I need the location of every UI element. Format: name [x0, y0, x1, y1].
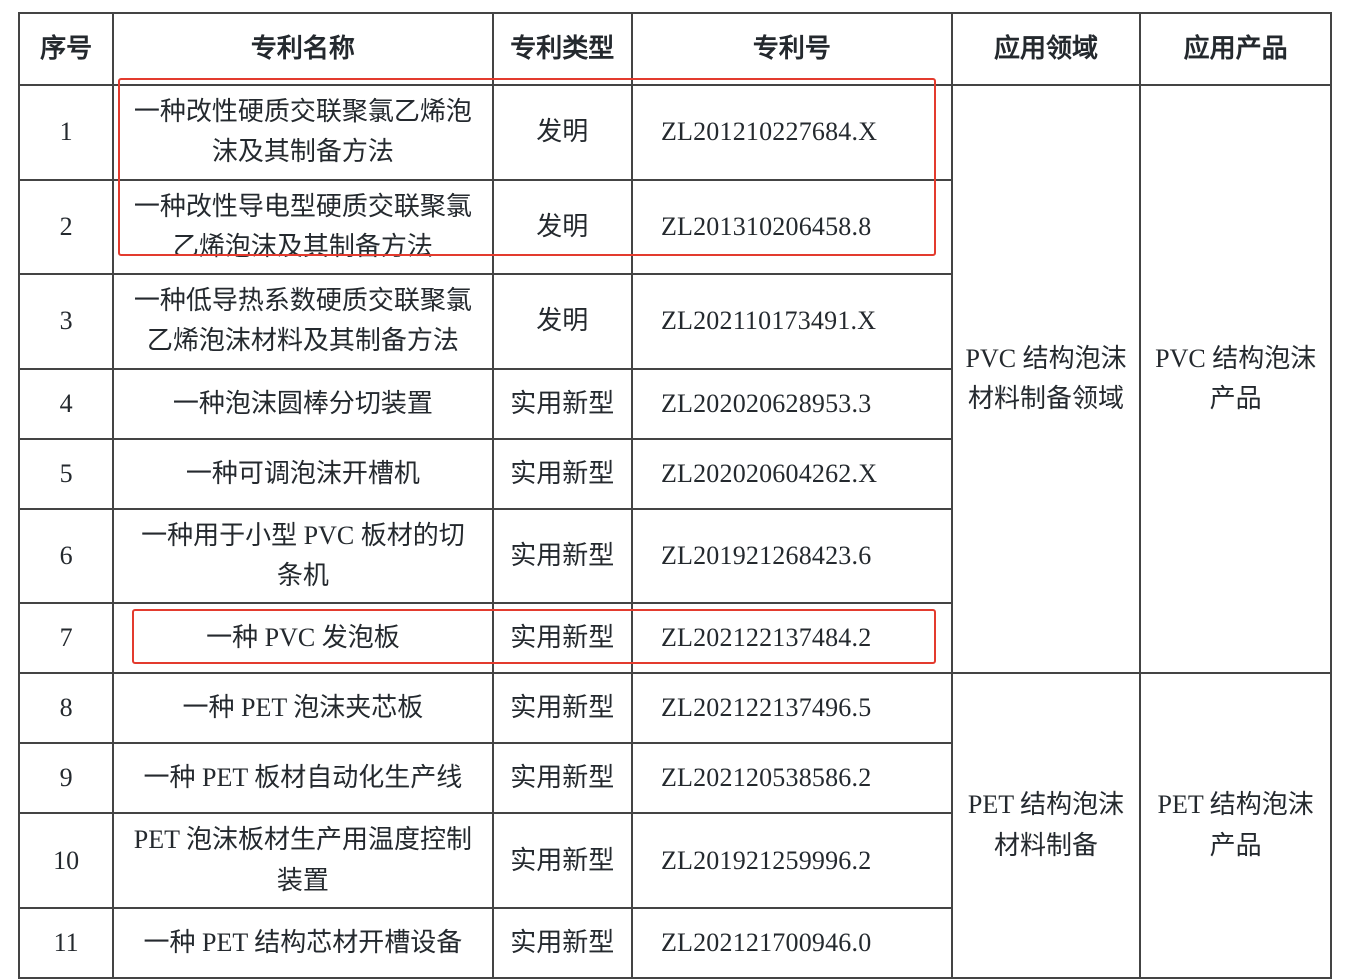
cell-field: PVC 结构泡沫材料制备领域: [952, 85, 1141, 673]
table-row: 8一种 PET 泡沫夹芯板实用新型ZL202122137496.5PET 结构泡…: [19, 673, 1331, 743]
col-pno: 专利号: [632, 13, 952, 85]
col-ptype: 专利类型: [493, 13, 632, 85]
cell-idx: 5: [19, 439, 113, 509]
cell-name: 一种 PET 结构芯材开槽设备: [113, 908, 492, 978]
cell-name: 一种可调泡沫开槽机: [113, 439, 492, 509]
col-field: 应用领域: [952, 13, 1141, 85]
cell-name: 一种泡沫圆棒分切装置: [113, 369, 492, 439]
cell-pno: ZL201921268423.6: [632, 509, 952, 604]
cell-type: 发明: [493, 180, 632, 275]
cell-idx: 9: [19, 743, 113, 813]
table-header-row: 序号专利名称专利类型专利号应用领域应用产品: [19, 13, 1331, 85]
cell-name: 一种 PET 板材自动化生产线: [113, 743, 492, 813]
cell-pno: ZL202122137496.5: [632, 673, 952, 743]
cell-pno: ZL201210227684.X: [632, 85, 952, 180]
table-row: 1一种改性硬质交联聚氯乙烯泡沫及其制备方法发明ZL201210227684.XP…: [19, 85, 1331, 180]
cell-type: 实用新型: [493, 369, 632, 439]
cell-type: 实用新型: [493, 673, 632, 743]
cell-pno: ZL202110173491.X: [632, 274, 952, 369]
cell-pno: ZL202020604262.X: [632, 439, 952, 509]
cell-type: 实用新型: [493, 813, 632, 908]
col-prod: 应用产品: [1140, 13, 1331, 85]
cell-type: 发明: [493, 85, 632, 180]
cell-name: 一种低导热系数硬质交联聚氯乙烯泡沫材料及其制备方法: [113, 274, 492, 369]
cell-name: 一种改性导电型硬质交联聚氯乙烯泡沫及其制备方法: [113, 180, 492, 275]
cell-type: 实用新型: [493, 908, 632, 978]
cell-idx: 8: [19, 673, 113, 743]
col-idx: 序号: [19, 13, 113, 85]
cell-idx: 11: [19, 908, 113, 978]
cell-field: PET 结构泡沫材料制备: [952, 673, 1141, 978]
cell-idx: 3: [19, 274, 113, 369]
cell-type: 实用新型: [493, 509, 632, 604]
cell-idx: 10: [19, 813, 113, 908]
patent-table: 序号专利名称专利类型专利号应用领域应用产品 1一种改性硬质交联聚氯乙烯泡沫及其制…: [18, 12, 1332, 979]
cell-pno: ZL202122137484.2: [632, 603, 952, 673]
cell-name: 一种 PET 泡沫夹芯板: [113, 673, 492, 743]
cell-prod: PET 结构泡沫产品: [1140, 673, 1331, 978]
cell-idx: 1: [19, 85, 113, 180]
cell-name: 一种 PVC 发泡板: [113, 603, 492, 673]
cell-pno: ZL202121700946.0: [632, 908, 952, 978]
cell-idx: 6: [19, 509, 113, 604]
cell-pno: ZL202020628953.3: [632, 369, 952, 439]
cell-pno: ZL201310206458.8: [632, 180, 952, 275]
cell-pno: ZL201921259996.2: [632, 813, 952, 908]
cell-idx: 7: [19, 603, 113, 673]
cell-type: 发明: [493, 274, 632, 369]
cell-pno: ZL202120538586.2: [632, 743, 952, 813]
cell-type: 实用新型: [493, 603, 632, 673]
cell-type: 实用新型: [493, 439, 632, 509]
cell-name: 一种用于小型 PVC 板材的切条机: [113, 509, 492, 604]
cell-idx: 2: [19, 180, 113, 275]
cell-name: 一种改性硬质交联聚氯乙烯泡沫及其制备方法: [113, 85, 492, 180]
cell-idx: 4: [19, 369, 113, 439]
cell-name: PET 泡沫板材生产用温度控制装置: [113, 813, 492, 908]
cell-type: 实用新型: [493, 743, 632, 813]
col-name: 专利名称: [113, 13, 492, 85]
cell-prod: PVC 结构泡沫产品: [1140, 85, 1331, 673]
